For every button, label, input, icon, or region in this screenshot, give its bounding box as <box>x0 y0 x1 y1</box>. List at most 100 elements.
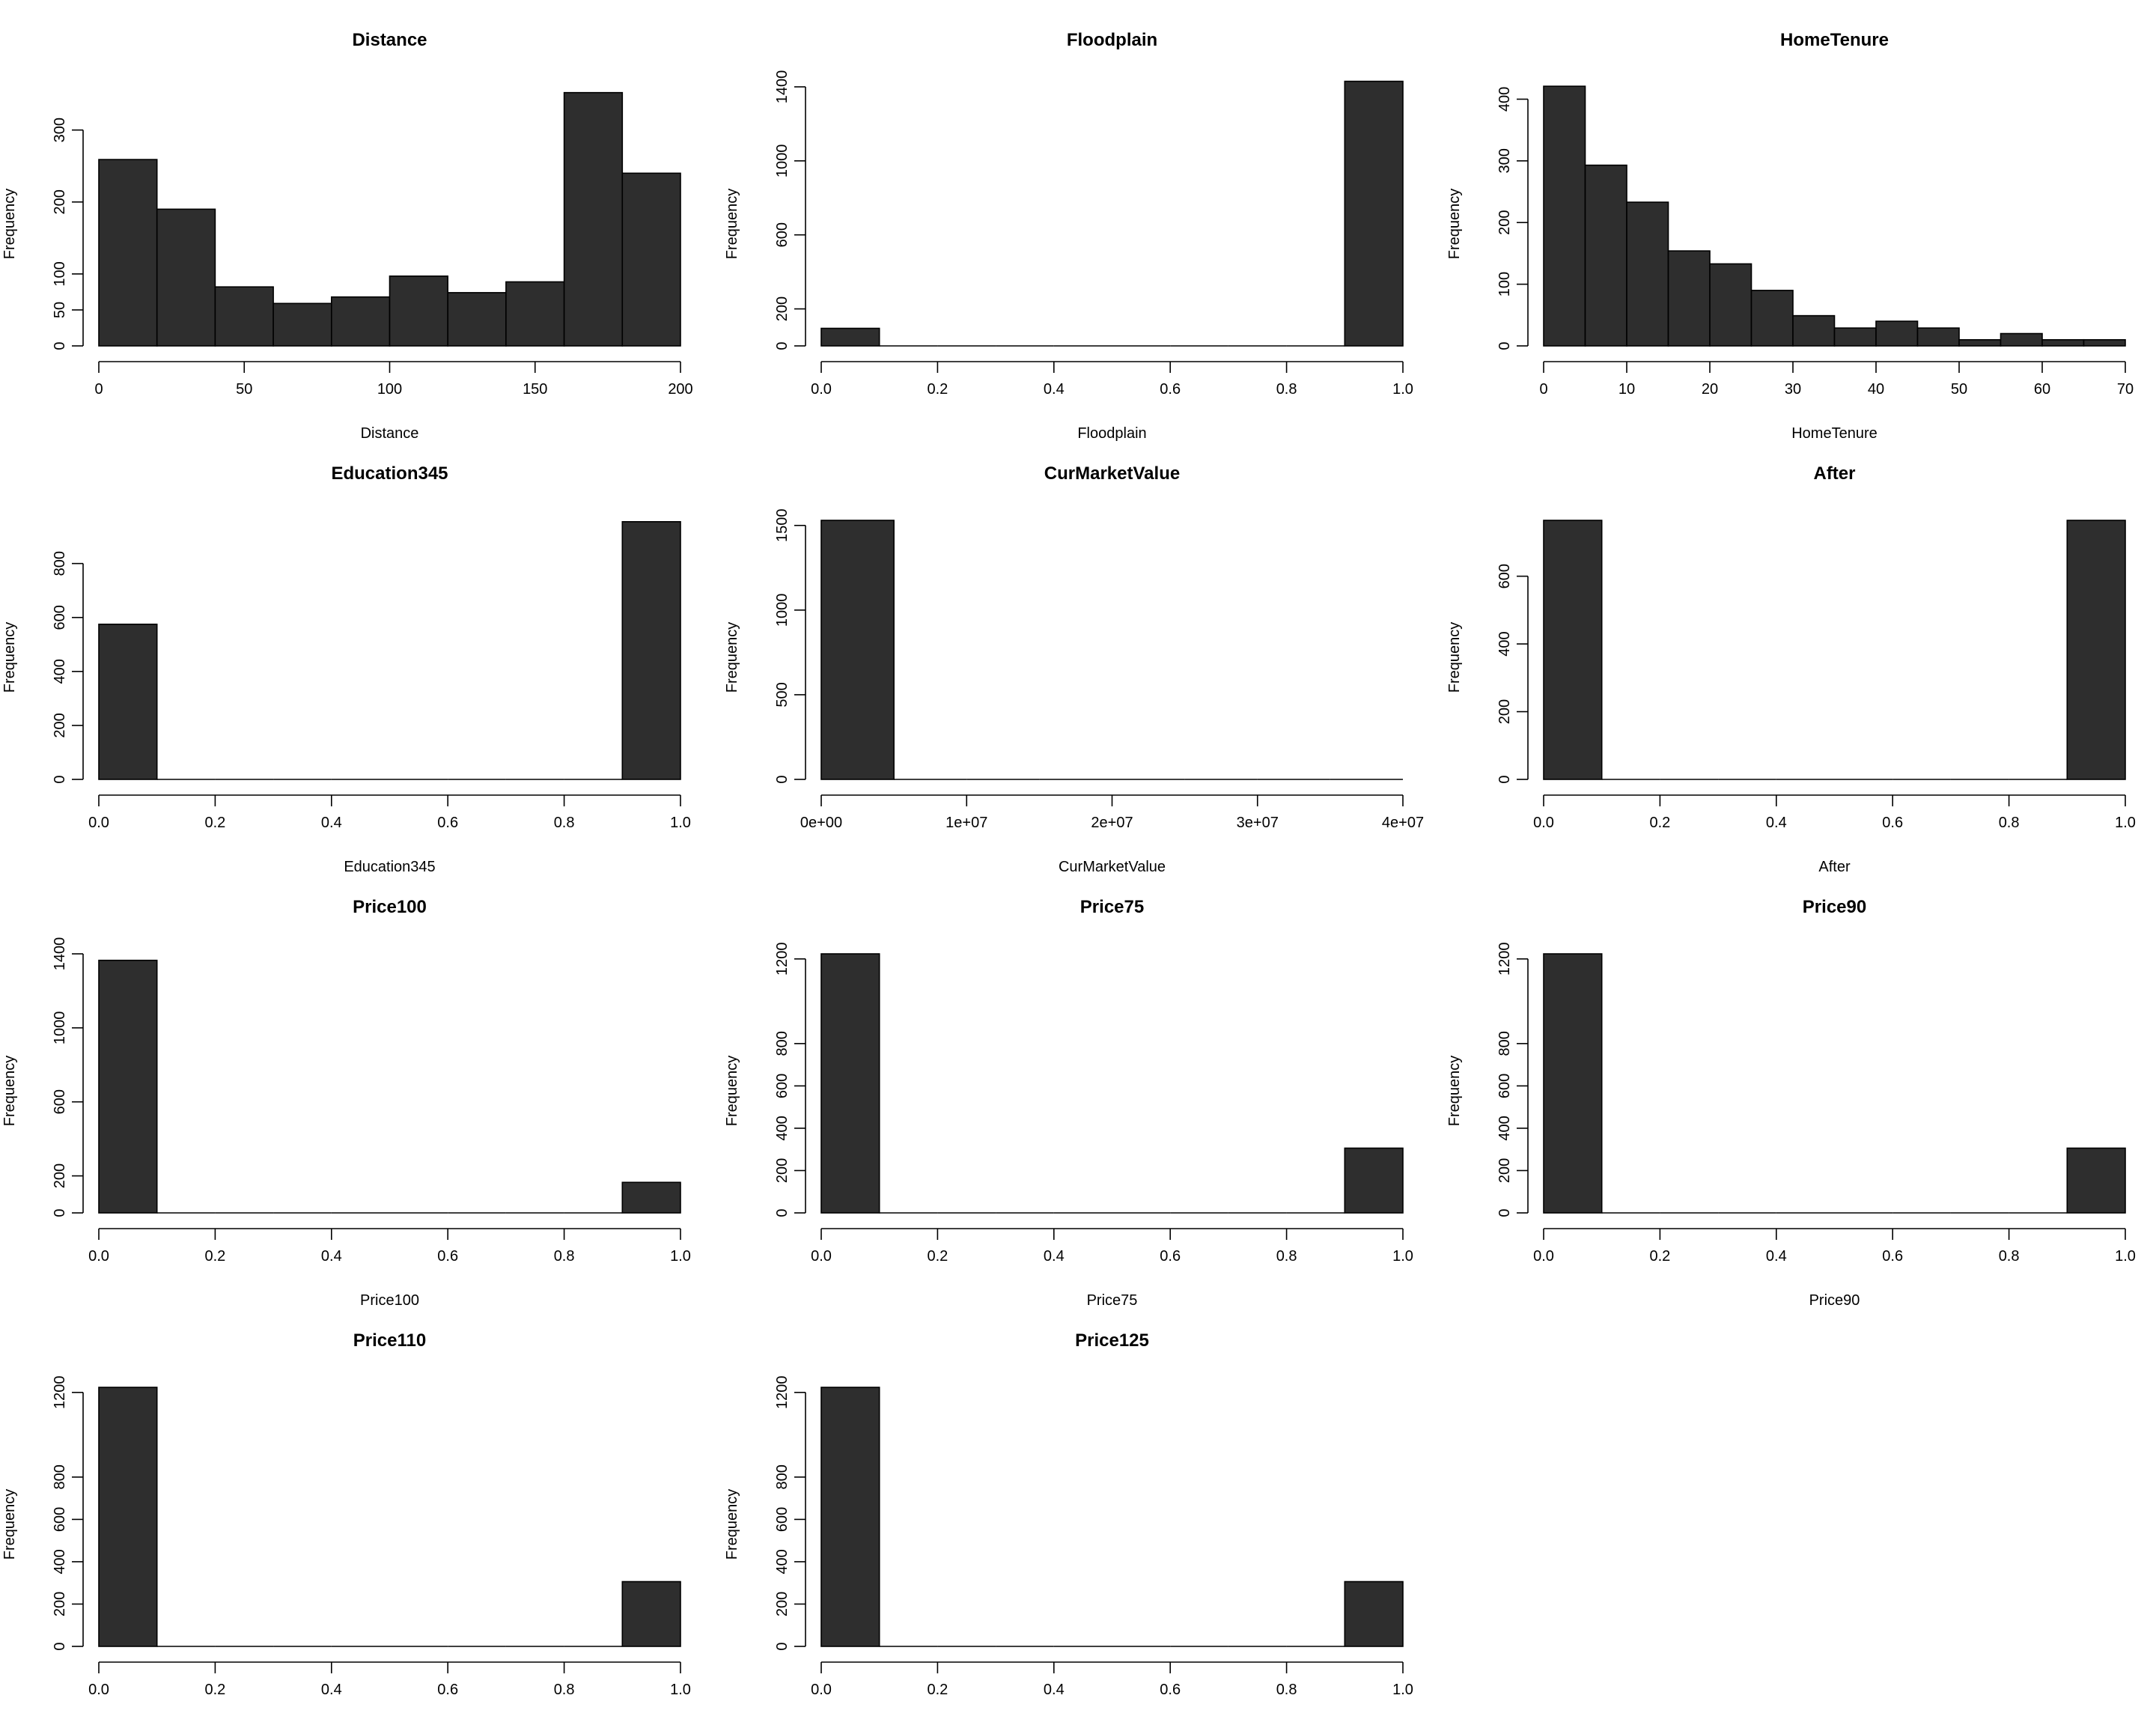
histogram-bar <box>1875 320 1919 347</box>
x-tick-label: 0.0 <box>811 1682 832 1698</box>
histogram-bar <box>621 172 681 347</box>
x-tick-label: 0.0 <box>88 1248 109 1265</box>
y-tick-label: 200 <box>1496 210 1513 235</box>
histogram-panel-price90: 0.0 0.2 0.4 0.6 0.8 1.0 0 200 400 600 800 1200 Price… <box>1446 897 2136 1309</box>
y-tick-label: 1000 <box>774 144 791 178</box>
x-tick-label: 0.2 <box>927 1248 948 1265</box>
histogram-bar <box>1543 520 1603 780</box>
x-tick-label: 0.2 <box>927 381 948 398</box>
x-tick-label: 50 <box>1951 381 1967 398</box>
histogram-panel-floodplain: 0.0 0.2 0.4 0.6 0.8 1.0 0 200 600 1000 1400 Floodpl… <box>724 30 1413 442</box>
x-tick-label: 0.8 <box>554 1682 575 1698</box>
y-tick-label: 0 <box>52 1208 68 1217</box>
y-tick-label: 0 <box>774 1208 791 1217</box>
chart-title: Distance <box>352 30 427 50</box>
histogram-bar <box>98 623 158 780</box>
x-tick-label: 0.6 <box>437 815 458 831</box>
y-tick-label: 300 <box>52 118 68 142</box>
histogram-bar <box>1543 85 1586 347</box>
y-tick-label: 600 <box>774 1507 791 1532</box>
histogram-bar <box>2041 338 2085 347</box>
x-tick-label: 1.0 <box>2115 815 2136 831</box>
x-tick-label: 70 <box>2117 381 2134 398</box>
x-tick-label: 1.0 <box>2115 1248 2136 1265</box>
x-tick-label: 0.6 <box>1882 1248 1903 1265</box>
histogram-panel-curmarketvalue: 0e+00 1e+07 2e+07 3e+07 4e+07 0 500 1000 1500 Cur… <box>724 463 1424 875</box>
chart-title: Price90 <box>1803 897 1866 917</box>
y-axis-label: Frequency <box>724 622 740 693</box>
x-axis-label: After <box>1818 859 1851 875</box>
x-tick-label: 0.4 <box>321 1248 342 1265</box>
histogram-bar <box>272 302 332 347</box>
y-tick-label: 800 <box>52 1464 68 1489</box>
y-axis-label: Frequency <box>1 1489 18 1560</box>
histogram-bar <box>820 520 895 780</box>
histogram-bar <box>1344 1581 1404 1647</box>
x-tick-label: 0.0 <box>811 381 832 398</box>
histogram-bar <box>1792 314 1836 347</box>
x-tick-label: 0.4 <box>1044 381 1065 398</box>
x-tick-label: 0 <box>94 381 103 398</box>
y-tick-label: 0 <box>52 775 68 783</box>
y-tick-label: 600 <box>52 1089 68 1114</box>
x-tick-label: 0.6 <box>1160 1682 1181 1698</box>
y-tick-label: 600 <box>52 1507 68 1532</box>
x-tick-label: 150 <box>523 381 547 398</box>
x-tick-label: 0.4 <box>1766 815 1787 831</box>
y-tick-label: 800 <box>1496 1031 1513 1056</box>
x-axis-label: Distance <box>361 425 419 442</box>
histogram-bar <box>214 286 274 347</box>
histogram-bar <box>156 208 216 347</box>
chart-title: Price125 <box>1075 1330 1149 1351</box>
histogram-bar <box>621 1581 681 1647</box>
y-tick-label: 200 <box>52 189 68 214</box>
y-tick-label: 1000 <box>774 594 791 627</box>
x-axis-label: Floodplain <box>1077 425 1146 442</box>
histogram-panel-price75: 0.0 0.2 0.4 0.6 0.8 1.0 0 200 400 600 800 1200 Price… <box>724 897 1413 1309</box>
y-tick-label: 400 <box>1496 87 1513 112</box>
x-tick-label: 1.0 <box>1392 381 1413 398</box>
chart-title: After <box>1813 463 1855 484</box>
y-tick-label: 0 <box>774 775 791 783</box>
y-tick-label: 600 <box>774 1074 791 1098</box>
x-tick-label: 60 <box>2034 381 2050 398</box>
histogram-bar <box>447 292 507 347</box>
y-tick-label: 1400 <box>774 70 791 104</box>
x-tick-label: 0.2 <box>1649 1248 1670 1265</box>
y-tick-label: 800 <box>774 1464 791 1489</box>
histogram-bar <box>2066 520 2126 780</box>
chart-title: Price100 <box>353 897 427 917</box>
y-tick-label: 200 <box>1496 699 1513 724</box>
x-tick-label: 3e+07 <box>1237 815 1279 831</box>
x-tick-label: 200 <box>668 381 692 398</box>
y-tick-label: 600 <box>774 222 791 247</box>
histogram-bar <box>621 521 681 780</box>
x-tick-label: 0.4 <box>321 1682 342 1698</box>
y-axis-label: Frequency <box>1 189 18 260</box>
histogram-bar <box>820 327 880 347</box>
x-tick-label: 1.0 <box>1392 1682 1413 1698</box>
chart-title: HomeTenure <box>1780 30 1889 50</box>
y-tick-label: 600 <box>1496 1074 1513 1098</box>
x-tick-label: 0.8 <box>1999 815 2020 831</box>
y-tick-label: 600 <box>1496 564 1513 588</box>
y-tick-label: 1200 <box>774 943 791 976</box>
y-tick-label: 400 <box>774 1549 791 1574</box>
x-tick-label: 1e+07 <box>945 815 987 831</box>
x-tick-label: 30 <box>1785 381 1801 398</box>
x-tick-label: 0.0 <box>1533 1248 1554 1265</box>
x-tick-label: 0.6 <box>1160 1248 1181 1265</box>
histogram-bar <box>505 281 565 347</box>
y-tick-label: 0 <box>52 1642 68 1650</box>
y-tick-label: 400 <box>1496 1116 1513 1140</box>
y-tick-label: 400 <box>774 1116 791 1140</box>
x-tick-label: 0.0 <box>88 1682 109 1698</box>
x-tick-label: 10 <box>1618 381 1635 398</box>
histogram-bar <box>1344 80 1404 347</box>
y-tick-label: 400 <box>52 1549 68 1574</box>
y-tick-label: 0 <box>1496 1208 1513 1217</box>
y-tick-label: 500 <box>774 682 791 707</box>
histogram-bar <box>98 959 158 1214</box>
x-axis-label: Price75 <box>1087 1292 1138 1309</box>
y-tick-label: 100 <box>1496 272 1513 296</box>
